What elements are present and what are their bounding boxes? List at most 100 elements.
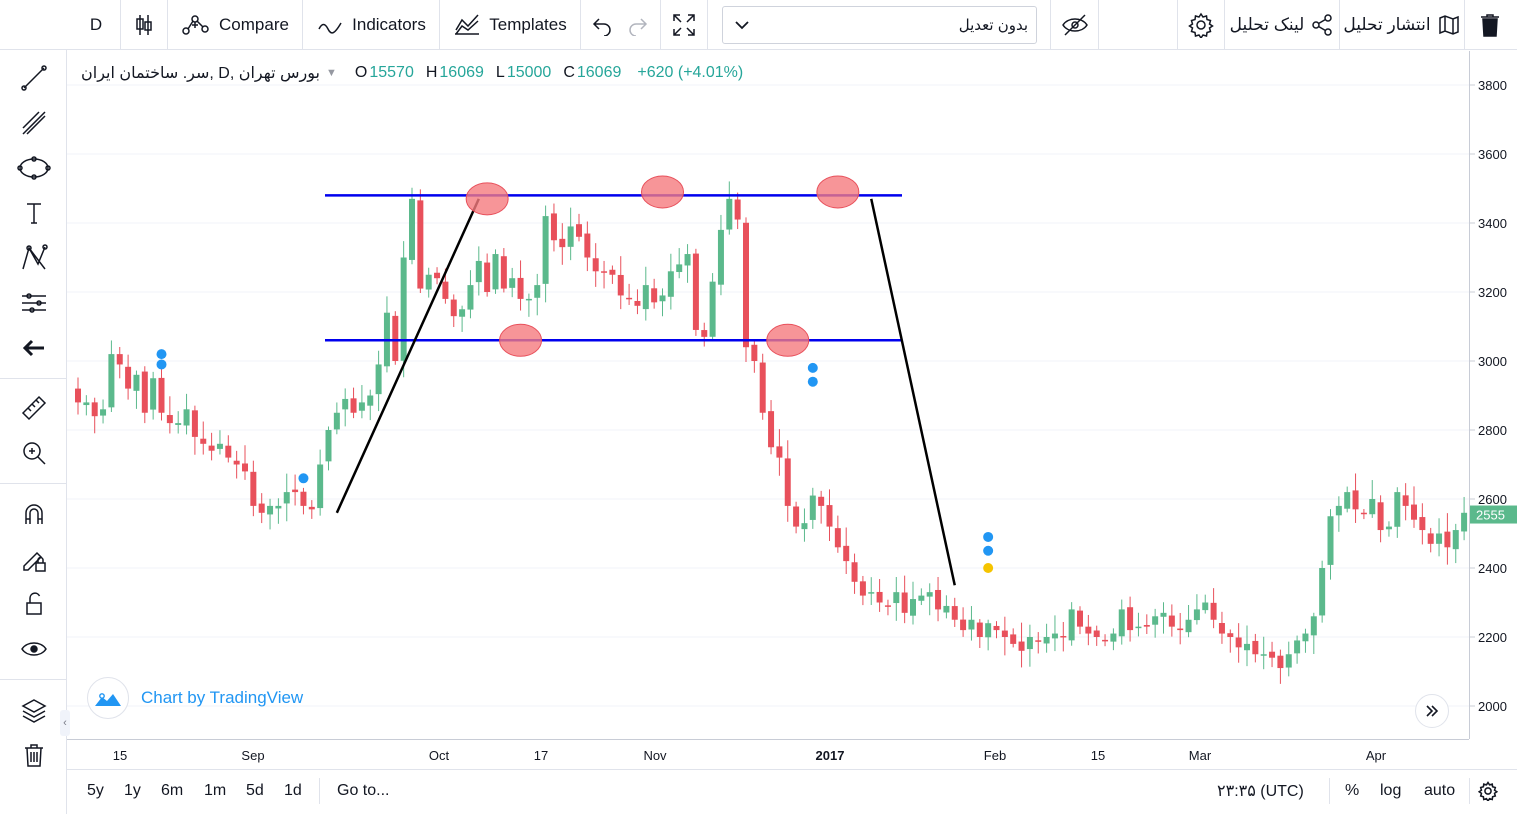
- candlestick-chart[interactable]: [67, 51, 1469, 739]
- candle-body: [233, 460, 240, 465]
- undo-button[interactable]: [584, 0, 620, 50]
- range-6m[interactable]: 6m: [161, 782, 184, 799]
- trash-icon[interactable]: [14, 737, 54, 773]
- range-5d[interactable]: 5d: [246, 782, 264, 799]
- range-5y[interactable]: 5y: [87, 782, 104, 799]
- candle-body: [859, 581, 866, 596]
- drawing-toolbar: [0, 0, 67, 814]
- candle-body: [400, 257, 407, 361]
- candle-body: [651, 288, 658, 303]
- templates-button[interactable]: Templates: [440, 0, 580, 50]
- auto-toggle[interactable]: auto: [1424, 782, 1456, 799]
- share-link-button[interactable]: لینک تحلیل: [1225, 0, 1339, 50]
- candle-body: [993, 625, 1000, 631]
- settings-button[interactable]: [1178, 0, 1224, 50]
- interval-button[interactable]: D: [72, 0, 120, 50]
- candle-body: [1244, 643, 1250, 651]
- indicators-icon: [318, 22, 342, 34]
- candle-body: [292, 489, 299, 493]
- indicators-button[interactable]: Indicators: [303, 0, 439, 50]
- percent-toggle[interactable]: %: [1345, 782, 1360, 799]
- text-tool-icon[interactable]: [14, 195, 54, 231]
- time-tick-label-4: Nov: [643, 748, 667, 763]
- chart-settings-button[interactable]: [1478, 770, 1498, 812]
- compare-button[interactable]: Compare: [168, 0, 302, 50]
- log-toggle[interactable]: log: [1380, 782, 1402, 799]
- candle-body: [1294, 640, 1301, 654]
- candle-body: [258, 503, 265, 513]
- adjustment-select[interactable]: بدون تعدیل: [722, 6, 1037, 44]
- range-1d[interactable]: 1d: [284, 782, 302, 799]
- candle-body: [768, 411, 775, 448]
- range-1m[interactable]: 1m: [204, 782, 227, 799]
- eye-icon[interactable]: [14, 631, 54, 667]
- price-tick-label-3: 3200: [1478, 285, 1507, 300]
- fullscreen-button[interactable]: [661, 0, 707, 50]
- candle-body: [158, 377, 165, 413]
- pattern-tool-icon[interactable]: [14, 240, 54, 276]
- top-toolbar: D Compare Indicators Templates بدون تعدی…: [0, 0, 1517, 50]
- candle-body: [809, 495, 816, 520]
- candle-body: [918, 595, 925, 601]
- symbol-title[interactable]: بورس تهران ,D ,سر. ساختمان ایران: [81, 65, 320, 82]
- close-key: C: [563, 64, 575, 81]
- ruler-icon[interactable]: [14, 390, 54, 426]
- time-tick-label-6: Feb: [984, 748, 1006, 763]
- tradingview-watermark[interactable]: Chart by TradingView: [87, 677, 303, 719]
- lock-drawing-icon[interactable]: [14, 541, 54, 577]
- candle-body: [559, 238, 566, 248]
- candle-body: [208, 445, 215, 451]
- price-scale[interactable]: 3800 3600 3400 3200 3000 2800 2600 2400 2200 2000…: [1469, 51, 1517, 739]
- goto-button[interactable]: Go to...: [337, 782, 390, 799]
- candle-body: [1118, 609, 1125, 637]
- range-1y[interactable]: 1y: [124, 782, 141, 799]
- candle-body: [1068, 609, 1075, 641]
- scroll-to-realtime-button[interactable]: [1415, 694, 1449, 728]
- candle-body: [283, 492, 290, 504]
- publish-button[interactable]: انتشار تحلیل: [1340, 0, 1464, 50]
- candle-style-button[interactable]: [121, 0, 167, 50]
- candle-body: [409, 198, 415, 260]
- price-tick-label-1: 3600: [1478, 147, 1507, 162]
- candle-body: [1394, 492, 1401, 527]
- layers-icon[interactable]: [14, 692, 54, 728]
- candle-body: [459, 309, 466, 317]
- publish-icon: [1438, 15, 1459, 35]
- candle-body: [125, 366, 132, 389]
- trend-line-icon[interactable]: [14, 60, 54, 96]
- magnet-icon[interactable]: [14, 496, 54, 532]
- interval-label: D: [89, 15, 103, 34]
- candle-body: [709, 281, 716, 337]
- lock-icon[interactable]: [14, 586, 54, 622]
- candle-body: [1135, 626, 1142, 629]
- pattern-marker-1: [499, 323, 543, 357]
- candle-body: [1402, 495, 1409, 506]
- arrow-left-icon[interactable]: [14, 330, 54, 366]
- candle-body: [968, 619, 975, 630]
- candle-body: [985, 623, 992, 638]
- candle-body: [1110, 633, 1117, 642]
- hide-drawings-button[interactable]: [1051, 0, 1098, 50]
- caret-down-icon[interactable]: ▼: [326, 67, 337, 79]
- forecast-tool-icon[interactable]: [14, 285, 54, 321]
- templates-icon: [455, 14, 480, 35]
- fib-retracement-icon[interactable]: [14, 105, 54, 141]
- delete-button[interactable]: [1465, 0, 1515, 50]
- candle-body: [1285, 654, 1292, 668]
- candle-body: [901, 592, 908, 613]
- share-link-label: لینک تحلیل: [1229, 15, 1305, 34]
- redo-button[interactable]: [620, 0, 656, 50]
- templates-label: Templates: [489, 15, 567, 34]
- time-scale[interactable]: 15 Sep Oct 17 Nov 2017 Feb 15 Mar Apr: [67, 739, 1469, 769]
- candle-body: [1001, 630, 1008, 637]
- candle-body: [626, 297, 633, 300]
- pattern-marker-4: [816, 175, 860, 209]
- ellipse-icon[interactable]: [14, 150, 54, 186]
- price-tick-label-6: 2600: [1478, 492, 1507, 507]
- utc-clock[interactable]: ۲۳:۳۵ (UTC): [1217, 783, 1304, 800]
- toolbar-collapse-handle[interactable]: ‹: [60, 710, 70, 736]
- candle-body: [333, 412, 340, 430]
- fullscreen-icon: [673, 14, 695, 36]
- chart-pane[interactable]: بورس تهران ,D ,سر. ساختمان ایران ▼ O 155…: [67, 51, 1469, 739]
- zoom-in-icon[interactable]: [14, 435, 54, 471]
